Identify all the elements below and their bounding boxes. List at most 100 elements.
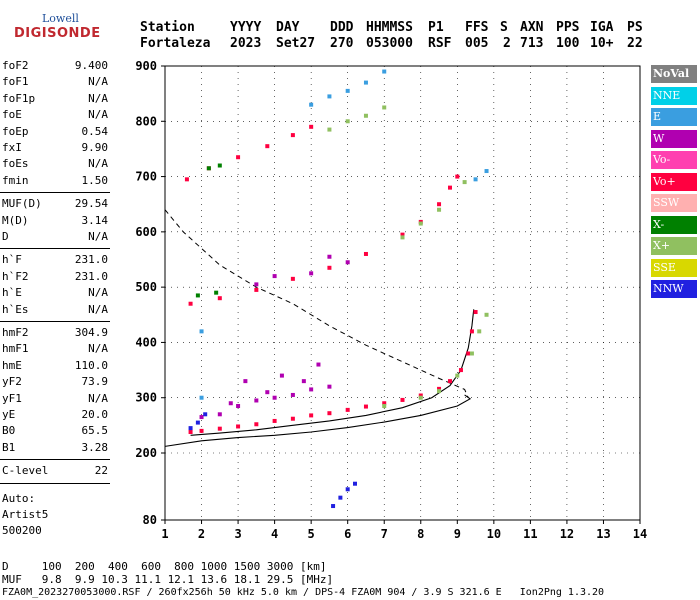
data-point-w [290, 392, 295, 397]
data-point-vo [448, 185, 452, 190]
data-point-nnw [345, 487, 350, 492]
data-point-w [217, 412, 222, 417]
param-value: 304.9 [74, 326, 108, 339]
data-point-w [228, 401, 233, 406]
param-key: fxI [2, 141, 22, 154]
parameter-panel: foF2 9.400 foF1 N/A foF1p N/A foE N/A foEp 0.54 fx… [0, 0, 112, 600]
virtual-height-trace-low [164, 394, 472, 447]
y-tick-label: 700 [135, 170, 157, 184]
header-value-2: Set27 [276, 36, 316, 51]
data-point-vo [448, 379, 452, 384]
data-point-vo [327, 265, 332, 270]
data-point-vo [254, 422, 259, 427]
data-point-x [477, 329, 482, 334]
data-point-nnw [195, 420, 200, 425]
header-label-3: DDD [330, 20, 354, 35]
param-row-group4-2: hmE 110.0 [2, 358, 108, 374]
auto-line-0: Auto: [2, 491, 36, 505]
param-row-group4-5: yE 20.0 [2, 407, 108, 423]
param-key: h`E [2, 286, 22, 300]
param-key: foF1 [2, 75, 29, 89]
digisonde-logo: Lowell DIGISONDE [12, 10, 100, 46]
data-point-e [309, 102, 314, 107]
data-point-vo [466, 351, 471, 356]
param-value: N/A [88, 157, 108, 171]
data-point-e [363, 80, 368, 85]
header-label-10: IGA [590, 20, 614, 35]
data-point-nnw [331, 504, 336, 509]
data-point-w [272, 274, 277, 279]
param-key: foF2 [2, 59, 29, 72]
y-tick-label: 900 [135, 59, 157, 73]
param-row-group4-0: hmF2 304.9 [2, 325, 108, 341]
param-key: foE [2, 108, 22, 122]
auto-line-1: Artist5 [2, 507, 49, 521]
data-point-w [199, 415, 204, 420]
param-key: fmin [2, 173, 29, 187]
data-point-vo [382, 401, 387, 406]
data-point-w [279, 373, 284, 378]
header-label-2: DAY [276, 20, 300, 35]
data-point-vo [290, 276, 295, 281]
header-value-4: 053000 [366, 36, 413, 51]
param-key: C-level [2, 464, 49, 478]
legend-item-w: W [651, 129, 697, 148]
data-point-x [214, 290, 219, 295]
param-row-group3-1: h`F2 231.0 [2, 269, 108, 285]
data-point-vo [473, 310, 478, 315]
footer-file-info: FZA0M_2023270053000.RSF / 260fx256h 50 k… [2, 587, 605, 598]
data-point-x [418, 395, 423, 400]
param-key: h`F2 [2, 269, 29, 283]
param-row-group1-2: foF1p N/A [2, 91, 108, 107]
param-value: 3.14 [81, 213, 109, 227]
data-point-vo [217, 296, 222, 301]
header-label-0: Station [140, 20, 195, 35]
param-row-group4-1: hmF1 N/A [2, 341, 108, 357]
data-point-vo [363, 404, 368, 409]
data-point-vo [236, 424, 241, 429]
param-value: N/A [88, 230, 108, 243]
data-point-w [254, 282, 259, 287]
data-point-vo [327, 411, 332, 416]
param-key: yF1 [2, 391, 22, 405]
data-point-x [345, 119, 350, 124]
data-point-nnw [203, 412, 208, 417]
param-value: N/A [88, 302, 108, 316]
plot-frame [164, 65, 641, 521]
data-point-w [327, 254, 332, 259]
legend-item-x: X- [651, 215, 697, 234]
data-point-x [363, 113, 368, 118]
data-point-e [484, 169, 489, 174]
param-key: B0 [2, 424, 16, 438]
data-point-vo [290, 416, 295, 421]
legend-item-sse: SSE [651, 258, 697, 277]
data-point-x [418, 221, 423, 226]
param-value: N/A [88, 286, 108, 300]
param-key: foF1p [2, 91, 36, 105]
legend-item-noval: NoVal [651, 65, 697, 83]
param-row-group1-4: foEp 0.54 [2, 124, 108, 140]
data-point-w [309, 271, 314, 276]
x-tick-label: 1 [161, 527, 168, 541]
header-values: Fortaleza 2023 Set27 270 053000 RSF 005 2 713 100… [0, 36, 700, 54]
legend-item-nne: NNE [651, 86, 697, 105]
virtual-height-trace-f2 [190, 309, 475, 436]
data-point-vo [236, 155, 241, 160]
data-point-nnw [353, 481, 357, 486]
header-value-9: 100 [556, 36, 580, 51]
header-label-6: FFS [465, 20, 489, 35]
param-value: 29.54 [74, 197, 108, 211]
param-row-group2-0: MUF(D) 29.54 [2, 196, 108, 212]
header-label-11: PS [627, 20, 643, 35]
header-value-6: 005 [465, 36, 489, 51]
param-value: 65.5 [81, 424, 109, 438]
auto-line-2: 500200 [2, 523, 42, 537]
data-point-x [382, 105, 387, 110]
data-point-vo [199, 428, 204, 433]
data-point-vo [400, 232, 405, 237]
param-key: foEs [2, 157, 29, 171]
x-tick-label: 7 [381, 527, 388, 541]
data-point-x [327, 127, 332, 132]
data-point-nnw [338, 495, 343, 500]
param-row-group1-6: foEs N/A [2, 156, 108, 172]
